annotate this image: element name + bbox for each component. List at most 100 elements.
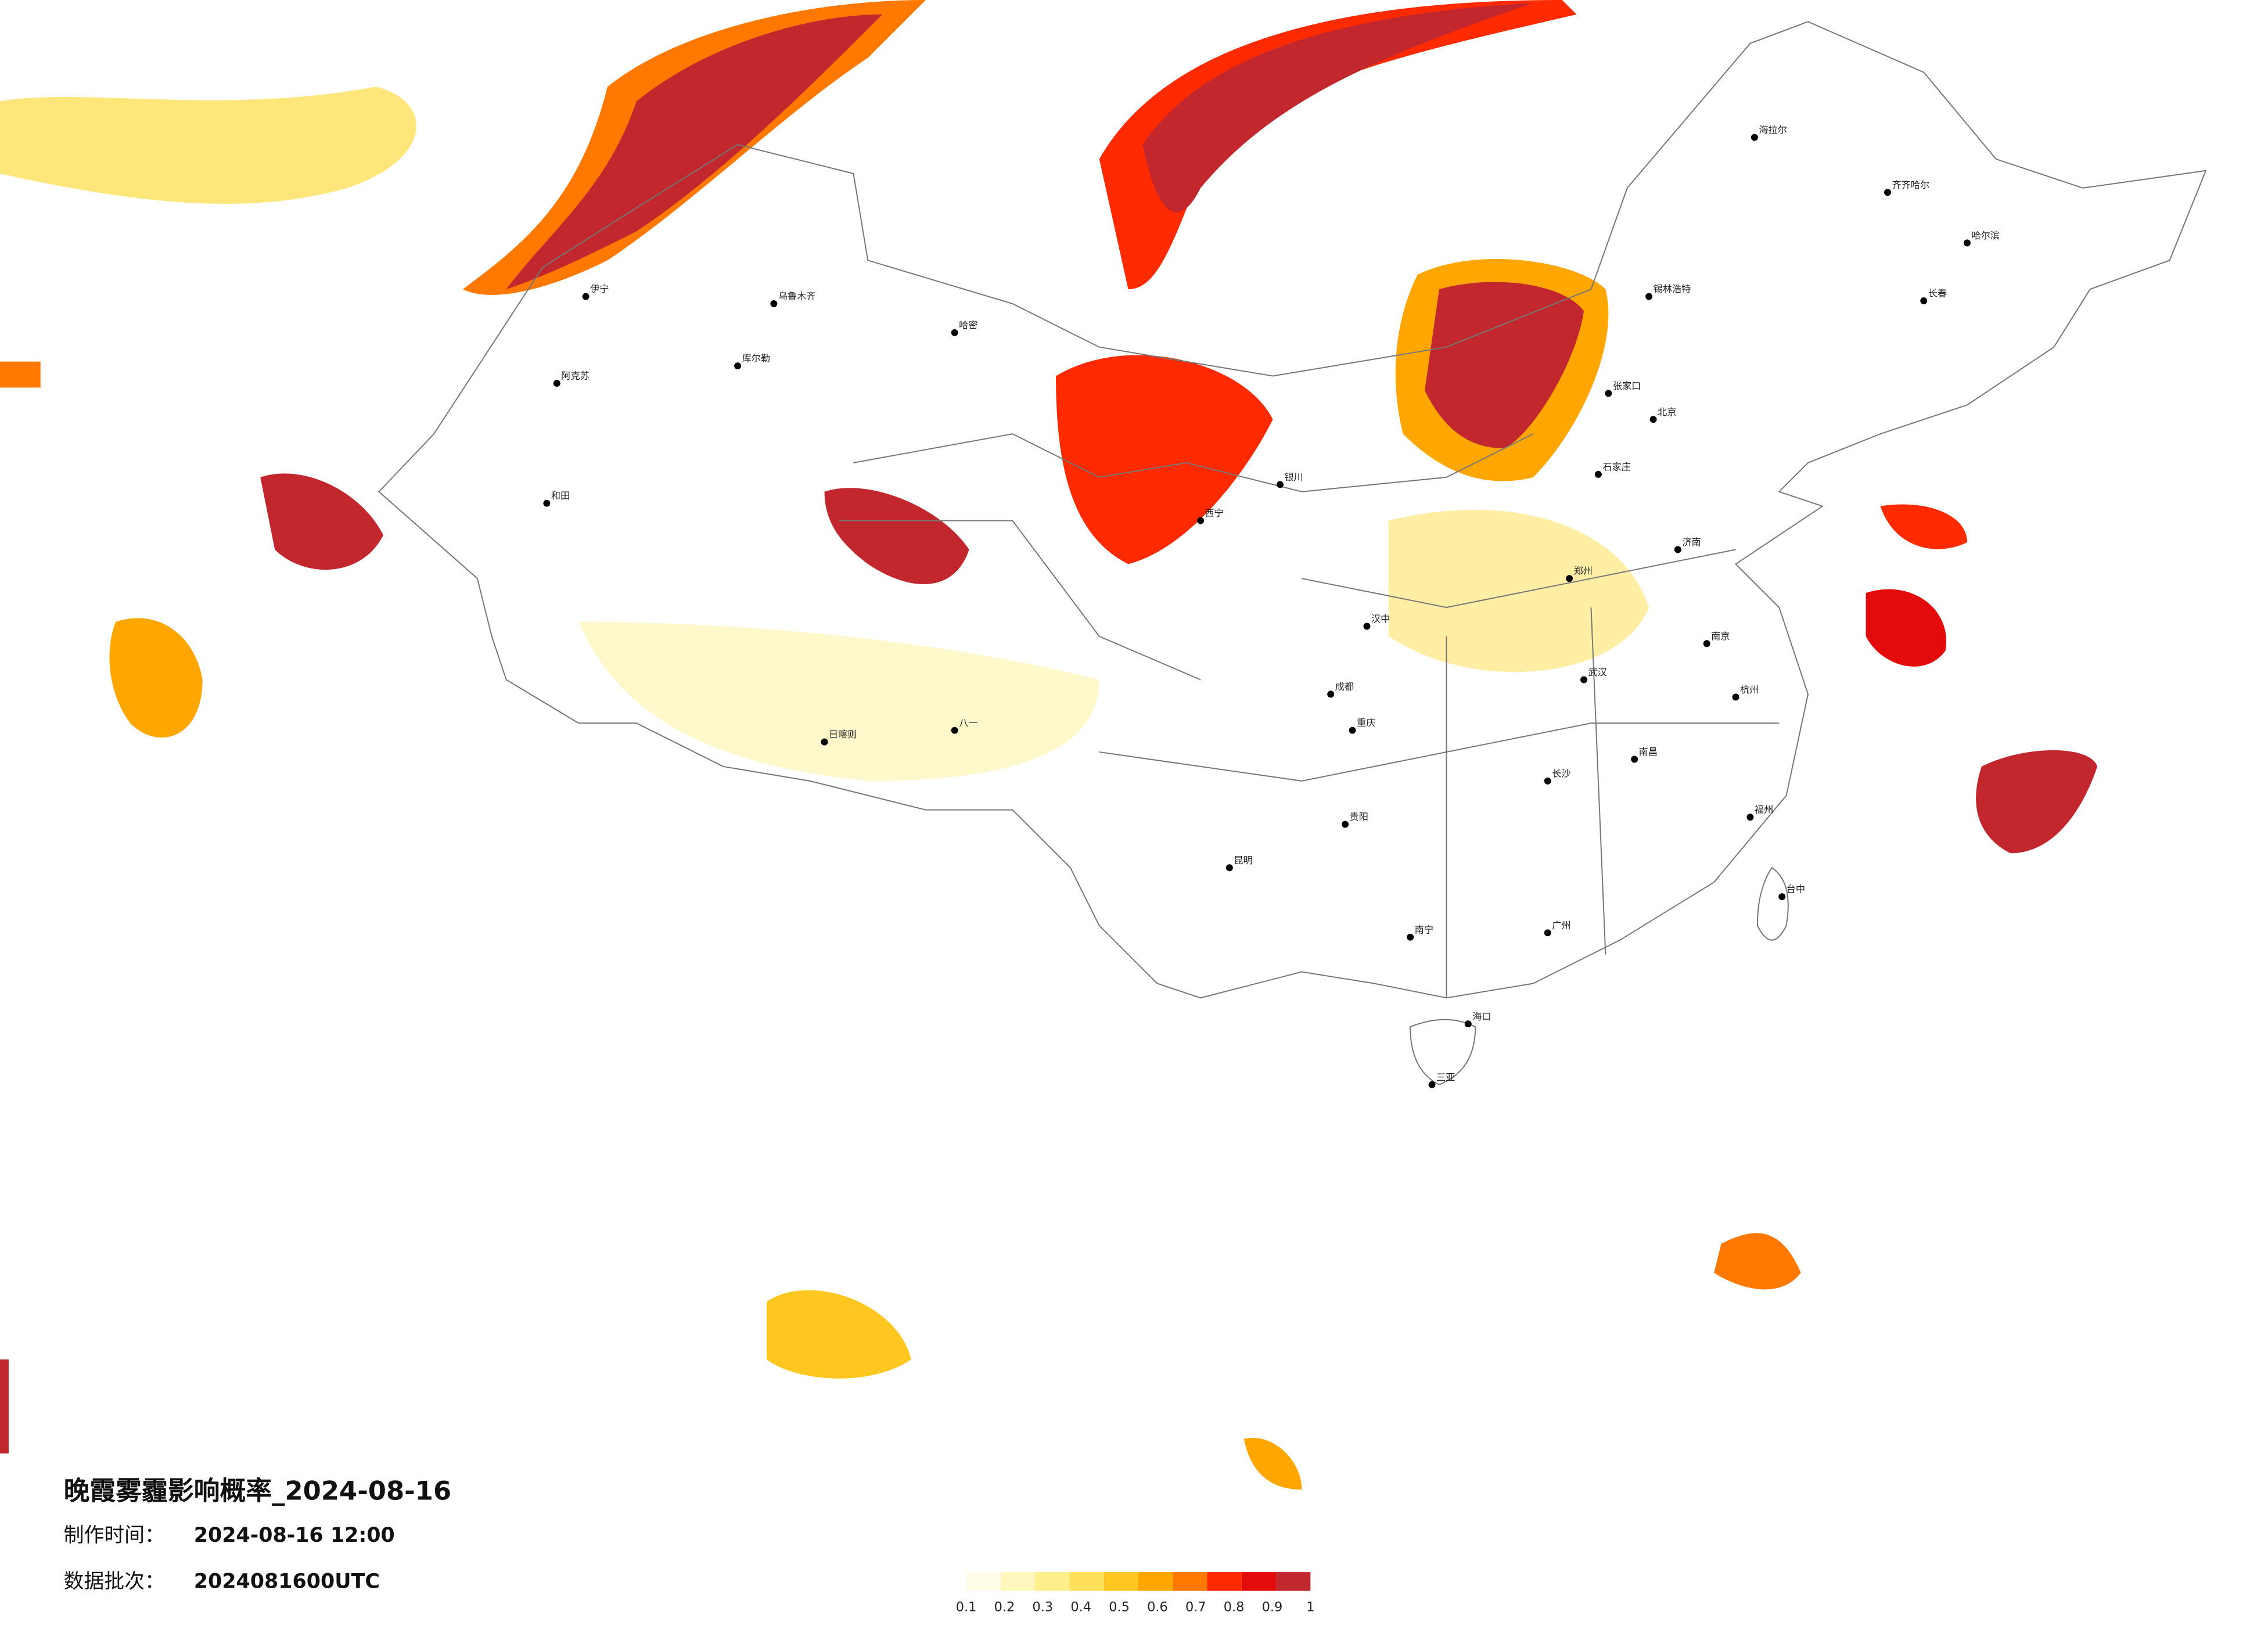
haze-area [0,1359,9,1454]
city-dot [1277,481,1284,488]
data-batch-label: 数据批次： [64,1570,165,1593]
city-label: 库尔勒 [742,353,771,364]
city-label: 济南 [1682,537,1701,548]
city-label: 长沙 [1552,768,1570,779]
legend-swatch [1138,1572,1173,1591]
haze-area [260,473,383,570]
island-border [1410,1019,1476,1085]
legend-label: 0.5 [1109,1599,1130,1614]
city-label: 银川 [1285,472,1303,483]
made-time-label: 制作时间： [64,1524,165,1547]
city-label: 日喀则 [829,729,857,740]
boundaries [378,21,2207,1085]
legend-label: 0.9 [1262,1599,1283,1614]
city-dot [543,499,551,507]
city-label: 长春 [1928,288,1947,299]
haze-area [766,1290,911,1379]
city-dot [1751,134,1758,141]
haze-area [578,621,1099,781]
haze-area [1388,509,1649,672]
city-dot [1225,864,1233,872]
city-label: 昆明 [1234,855,1252,866]
city-label: 武汉 [1588,667,1606,678]
city-label: 八一 [959,717,977,728]
city-dot [1920,297,1928,304]
province-borders [839,433,1780,998]
legend-label: 1 [1306,1599,1314,1614]
legend-swatch [1000,1572,1036,1591]
made-time-value: 2024-08-16 12:00 [194,1524,395,1547]
haze-area [1099,0,1577,290]
city-label: 张家口 [1613,380,1641,391]
legend-swatch [966,1572,1001,1591]
legend-swatch [1069,1572,1104,1591]
city-dot [1580,676,1588,684]
city-label: 杭州 [1740,684,1759,695]
city-label: 南京 [1711,631,1730,642]
city-label: 伊宁 [590,283,609,294]
city-dot [1746,814,1754,821]
city-dot [770,300,778,307]
city-dot [1649,416,1657,423]
city-label: 北京 [1658,406,1676,418]
city-dot [582,293,590,300]
city-label: 郑州 [1574,566,1593,577]
city-label: 海口 [1472,1011,1491,1022]
haze-area [1880,504,1967,549]
city-dot [1631,756,1638,763]
haze-area [0,87,416,204]
haze-area [1714,1233,1801,1290]
city-dot [1594,470,1602,478]
legend: 0.1 0.2 0.3 0.4 0.5 0.6 0.7 0.8 0.9 1 [956,1572,1314,1614]
island-border [1756,866,1789,941]
city-label: 哈密 [959,319,977,330]
city-dot [1407,933,1414,941]
haze-area [1866,589,1947,667]
legend-label: 0.2 [994,1599,1015,1614]
city-dot [1645,293,1653,300]
city-label: 重庆 [1357,717,1375,728]
city-dot [1544,777,1551,785]
legend-label: 0.4 [1070,1599,1091,1614]
city-dot [821,738,828,746]
city-dot [951,329,958,336]
haze-area [0,361,41,388]
city-dot [1732,693,1739,701]
legend-swatch [1207,1572,1242,1591]
city-dot [1703,640,1710,647]
city-label: 哈尔滨 [1971,230,2000,241]
city-label: 台中 [1787,884,1805,895]
legend-swatch [1276,1572,1311,1591]
legend-swatch [1173,1572,1207,1591]
legend-label: 0.1 [956,1599,977,1614]
city-dot [1342,821,1349,828]
city-dot [1884,189,1891,196]
city-dot [1349,726,1356,734]
country-border [378,21,2207,999]
legend-label: 0.3 [1033,1599,1054,1614]
legend-swatch [1241,1572,1277,1591]
legend-label: 0.7 [1185,1599,1206,1614]
city-label: 贵阳 [1350,811,1368,822]
city-dot [1674,546,1681,553]
city-label: 乌鲁木齐 [778,291,816,302]
city-label: 福州 [1755,804,1773,815]
city-dot [1197,517,1205,524]
city-dot [1566,575,1573,582]
city-dot [1363,623,1371,630]
title: 晚霞雾霾影响概率_2024-08-16 [64,1476,452,1506]
haze-area [1243,1438,1302,1490]
city-label: 齐齐哈尔 [1892,179,1929,190]
data-batch-value: 2024081600UTC [194,1570,380,1593]
haze-area [506,14,883,290]
city-label: 南昌 [1639,746,1658,757]
city-dot [1428,1081,1436,1088]
city-label: 汉中 [1371,613,1390,624]
city-dot [951,726,958,734]
city-label: 和田 [551,490,570,501]
city-label: 石家庄 [1602,461,1631,472]
probability-layer [0,0,2098,1490]
legend-swatch [1104,1572,1138,1591]
city-dot [1778,893,1786,901]
